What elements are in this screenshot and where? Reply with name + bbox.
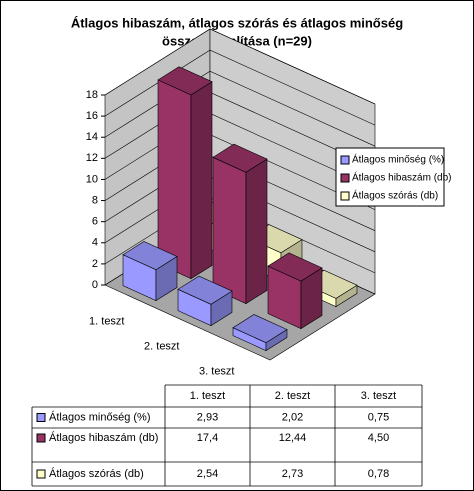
y-tick-label: 16 (86, 110, 98, 122)
bar-top (212, 143, 268, 173)
bar-top (177, 275, 233, 305)
table-value: 17,4 (197, 432, 218, 444)
bar (122, 241, 178, 302)
y-tick-label: 0 (92, 279, 98, 291)
bar (157, 66, 213, 280)
bar-top (267, 252, 323, 282)
y-tick-label: 10 (86, 173, 98, 185)
x-tick-label: 3. teszt (199, 365, 234, 377)
table-value: 2,02 (282, 411, 303, 423)
y-tick-label: 6 (92, 216, 98, 228)
table-row-label: Átlagos minőség (%) (49, 410, 151, 423)
chart-title: Átlagos hibaszám, átlagos szórás és átla… (71, 15, 403, 30)
table-value: 12,44 (279, 432, 307, 444)
table-header: 2. teszt (275, 390, 310, 402)
y-tick-label: 2 (92, 258, 98, 270)
y-tick-label: 4 (92, 237, 98, 249)
x-tick-label: 1. teszt (89, 315, 124, 327)
table-swatch (36, 433, 46, 443)
y-tick-label: 14 (86, 131, 98, 143)
bar (177, 275, 233, 327)
table-row-label: Átlagos hibaszám (db) (49, 431, 158, 444)
legend-swatch (340, 191, 350, 201)
bar-top (122, 241, 178, 271)
bar-top (232, 314, 288, 344)
legend-swatch (340, 173, 350, 183)
table-header: 3. teszt (361, 390, 396, 402)
bar (212, 143, 268, 305)
bar-front (157, 79, 192, 280)
table-value: 2,73 (282, 468, 303, 480)
grid-line (104, 49, 376, 126)
bar-side (190, 81, 213, 280)
bar-front (212, 156, 247, 305)
bar (232, 314, 288, 352)
legend-label: Átlagos szórás (db) (352, 189, 438, 202)
x-tick-label: 2. teszt (144, 340, 179, 352)
table-value: 2,54 (197, 468, 218, 480)
legend-box (335, 147, 445, 207)
table-swatch (36, 469, 46, 479)
y-tick-label: 12 (86, 152, 98, 164)
table-row-label: Átlagos szórás (db) (49, 467, 144, 480)
bar-side (245, 158, 268, 305)
legend-swatch (340, 155, 350, 165)
table-value: 0,75 (368, 411, 389, 423)
bar-top (157, 66, 213, 96)
legend-label: Átlagos hibaszám (db) (352, 171, 452, 184)
bar (267, 252, 323, 330)
legend-label: Átlagos minőség (%) (352, 153, 444, 166)
table-value: 2,93 (197, 411, 218, 423)
table-header: 1. teszt (190, 390, 225, 402)
table-value: 4,50 (368, 432, 389, 444)
table-value: 0,78 (368, 468, 389, 480)
y-tick-label: 8 (92, 194, 98, 206)
grid-line (104, 28, 376, 105)
grid-line (104, 70, 376, 147)
table-swatch (36, 413, 46, 422)
y-tick-label: 18 (86, 89, 98, 101)
